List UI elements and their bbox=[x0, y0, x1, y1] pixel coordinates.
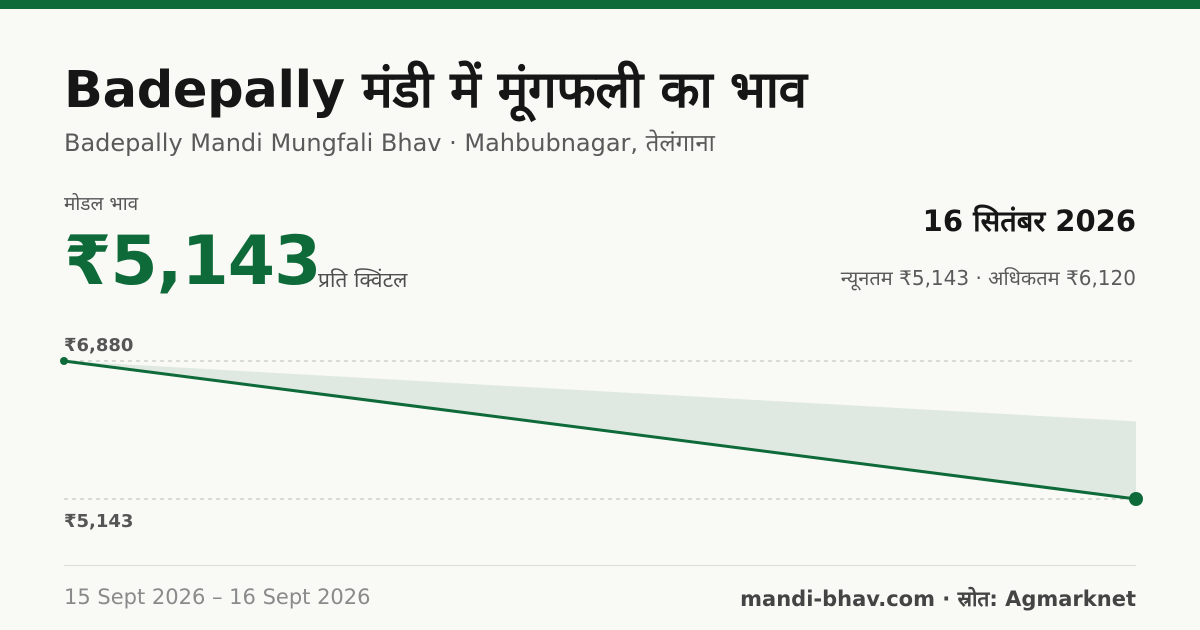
date-range: 15 Sept 2026 – 16 Sept 2026 bbox=[64, 585, 371, 609]
footer-divider bbox=[64, 565, 1136, 566]
page-title: Badepally मंडी में मूंगफली का भाव bbox=[64, 61, 807, 120]
min-max-price: न्यूनतम ₹5,143 · अधिकतम ₹6,120 bbox=[840, 266, 1136, 290]
modal-price-label: मोडल भाव bbox=[64, 193, 139, 215]
source-credit: mandi-bhav.com · स्रोत: Agmarknet bbox=[740, 587, 1136, 611]
top-accent-bar bbox=[0, 0, 1200, 9]
y-tick-label-max: ₹6,880 bbox=[64, 335, 133, 356]
modal-price-line bbox=[62, 359, 1138, 501]
data-point-0 bbox=[60, 357, 68, 365]
modal-price-value: ₹5,143 bbox=[64, 222, 321, 301]
data-point-1 bbox=[1129, 492, 1143, 506]
page-subtitle: Badepally Mandi Mungfali Bhav · Mahbubna… bbox=[64, 129, 715, 157]
price-chart: ₹6,880 ₹5,143 bbox=[60, 335, 1143, 532]
price-date: 16 सितंबर 2026 bbox=[922, 204, 1136, 238]
y-tick-label-min: ₹5,143 bbox=[64, 511, 133, 532]
price-unit: प्रति क्विंटल bbox=[318, 268, 408, 292]
